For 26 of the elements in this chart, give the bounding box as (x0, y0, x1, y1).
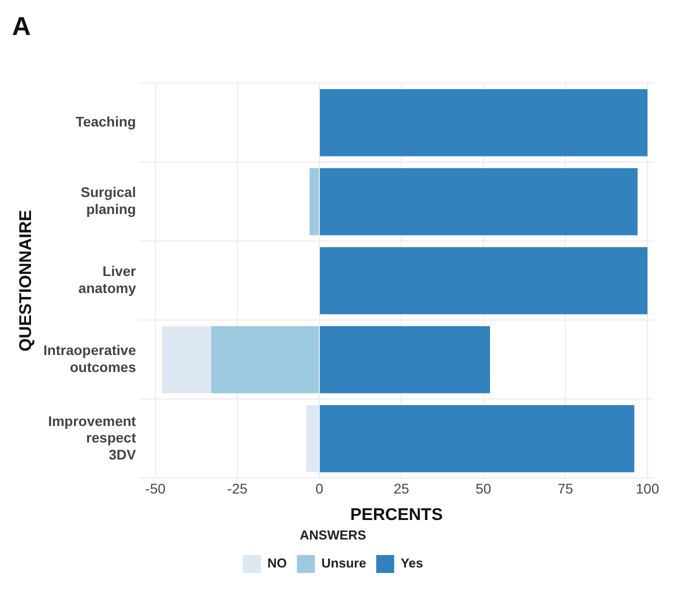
chart-title: A (12, 10, 31, 41)
legend-label: Yes (400, 556, 424, 571)
x-axis-title: PERCENTS (350, 504, 443, 524)
x-tick-label: -50 (145, 480, 166, 496)
bar (320, 89, 648, 156)
legend-label: NO (267, 556, 287, 571)
bar (306, 405, 319, 472)
bar (320, 405, 634, 472)
y-tick-label: Liver anatomy (78, 263, 137, 296)
x-tick-label: 50 (476, 480, 492, 496)
y-tick-label: Teaching (76, 114, 136, 130)
bar (320, 326, 490, 394)
legend-title: ANSWERS (300, 527, 367, 542)
x-tick-label: 0 (316, 480, 324, 496)
bar (310, 168, 319, 236)
legend-label: Unsure (321, 556, 366, 571)
y-tick-label: Surgical planing (80, 184, 136, 217)
x-tick-label: -25 (227, 480, 248, 496)
x-tick-label: 75 (558, 480, 574, 496)
y-axis-title: QUESTIONNAIRE (16, 210, 35, 352)
y-tick-label: Improvement respect 3DV (48, 412, 137, 462)
y-tick-label: Intraoperative outcomes (43, 342, 136, 375)
bar (320, 168, 638, 236)
x-tick-label: 100 (636, 480, 660, 496)
bar (320, 247, 648, 314)
x-tick-label: 25 (394, 480, 410, 496)
